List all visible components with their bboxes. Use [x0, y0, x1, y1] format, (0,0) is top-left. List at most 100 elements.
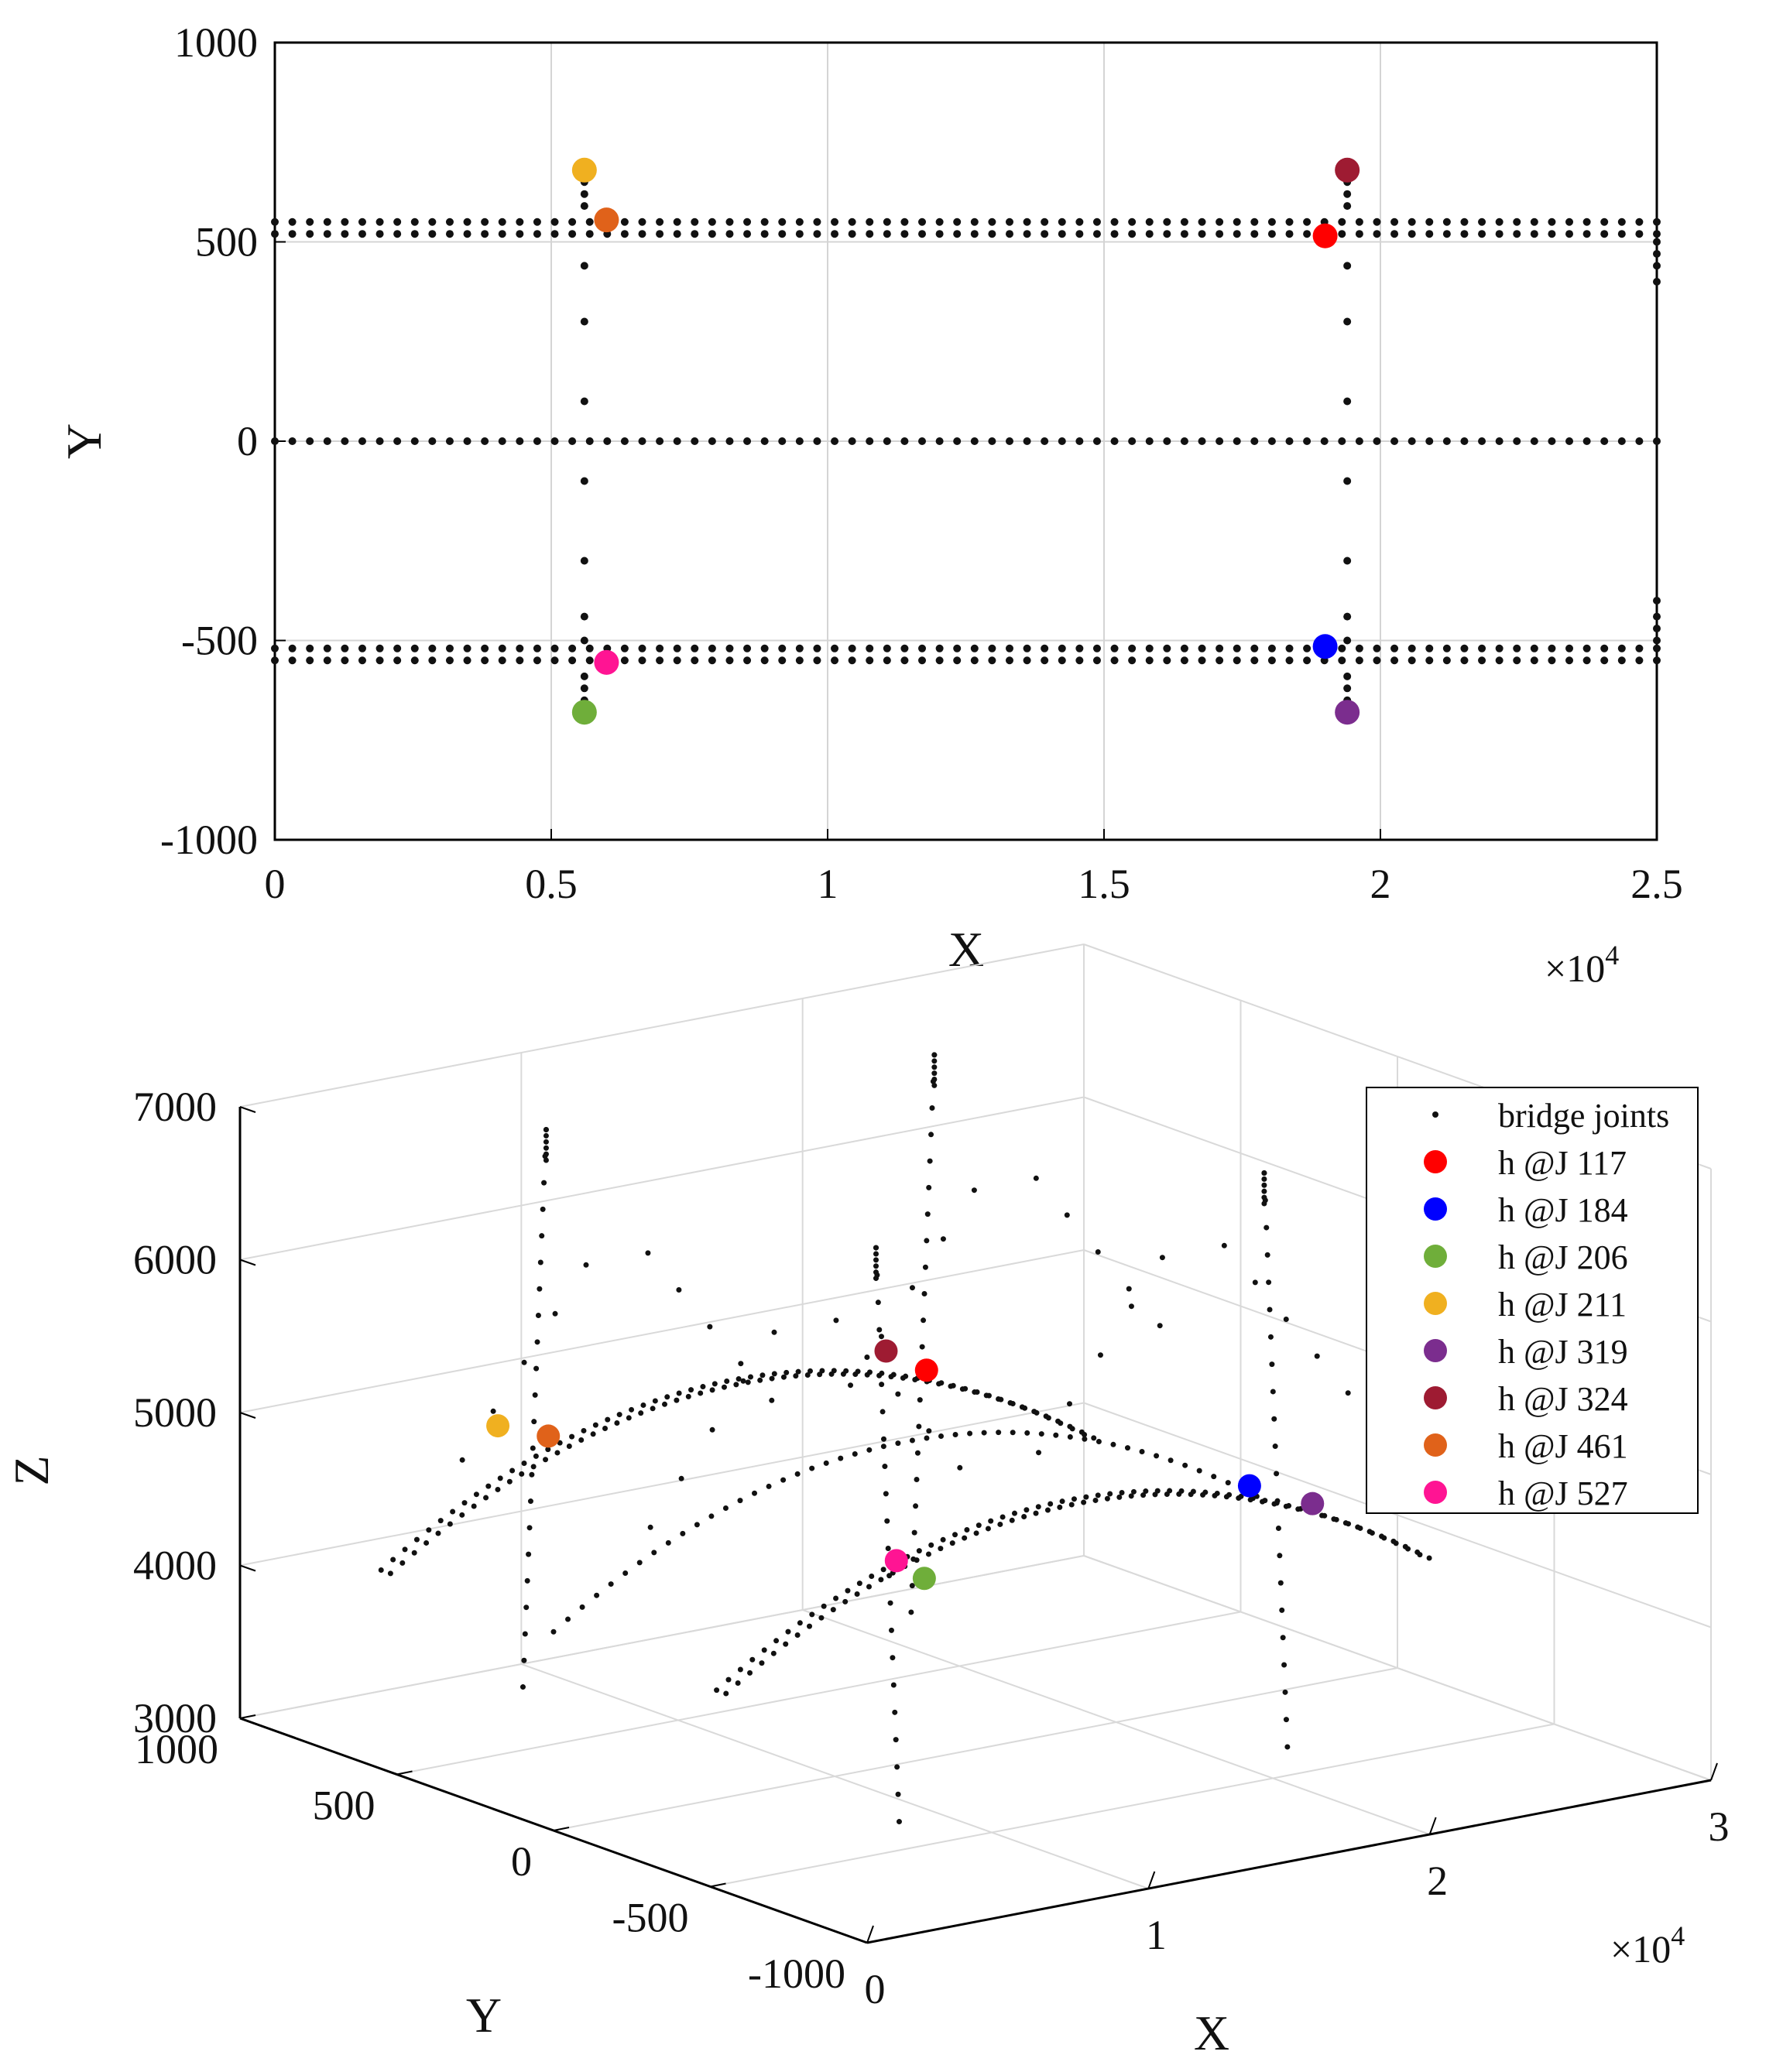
bridge-joint	[1285, 656, 1294, 665]
bridge-joint	[1408, 217, 1416, 226]
bridge-joint	[530, 1445, 536, 1451]
bridge-joint	[1425, 644, 1434, 652]
bridge-joint	[1284, 1744, 1291, 1750]
bridge-joint	[866, 1447, 873, 1453]
bridge-joint	[997, 1521, 1003, 1527]
bridge-joint	[602, 1425, 609, 1431]
bridge-joint	[445, 656, 454, 665]
bridge-joint	[1283, 1503, 1289, 1509]
bridge-joint	[1548, 437, 1556, 445]
bridge-joint	[743, 644, 752, 652]
bridge-joint	[1343, 397, 1352, 406]
bridge-joint	[1513, 437, 1521, 445]
bridge-joint	[970, 437, 979, 445]
bridge-joint	[935, 230, 944, 238]
bridge-joint	[1250, 656, 1259, 665]
bridge-joint	[288, 644, 297, 652]
bridge-joint	[882, 1464, 888, 1470]
plan-y-tick-label: 0	[237, 418, 258, 464]
bridge-joint	[1233, 656, 1241, 665]
bridge-joint	[1252, 1279, 1258, 1286]
bridge-joint	[725, 656, 734, 665]
bridge-joint	[578, 1437, 585, 1443]
bridge-joint	[435, 1530, 441, 1536]
bridge-joint	[543, 1127, 549, 1133]
bridge-joint	[883, 644, 891, 652]
bridge-joint	[1653, 278, 1661, 286]
bridge-joint	[1530, 437, 1538, 445]
bridge-joint	[638, 1410, 644, 1416]
bridge-joint	[463, 230, 471, 238]
bridge-joint	[1282, 1689, 1288, 1695]
bridge-joint	[656, 656, 664, 665]
3d-highlight-J319	[1301, 1491, 1325, 1515]
3d-y-tick-label: 500	[313, 1783, 375, 1829]
bridge-joint	[1280, 1635, 1286, 1641]
3d-highlight-J211	[486, 1414, 510, 1438]
bridge-joint	[757, 1377, 763, 1383]
bridge-joint	[971, 1187, 977, 1194]
bridge-joint	[1495, 217, 1504, 226]
bridge-joint	[880, 1444, 886, 1450]
bridge-joint	[534, 1339, 540, 1345]
bridge-joint	[428, 217, 437, 226]
bridge-joint	[638, 217, 646, 226]
bridge-joint	[724, 1378, 730, 1385]
bridge-joint	[911, 1529, 917, 1536]
bridge-joint	[271, 656, 279, 665]
3d-y-tick	[866, 1939, 883, 1944]
bridge-joint	[580, 262, 588, 270]
bridge-joint	[929, 1105, 935, 1111]
bridge-joint	[708, 1513, 715, 1519]
bridge-joint	[737, 1666, 743, 1673]
plan-x-tick-label: 1	[818, 861, 838, 907]
bridge-joint	[893, 1737, 899, 1743]
bridge-joint	[1176, 1491, 1182, 1497]
bridge-joint	[640, 1402, 646, 1408]
bridge-joint	[1408, 230, 1416, 238]
bridge-joint	[554, 1450, 561, 1456]
bridge-joint	[445, 644, 454, 652]
bridge-joint	[661, 1401, 667, 1407]
bridge-joint	[1495, 656, 1504, 665]
bridge-joint	[540, 1206, 546, 1212]
bridge-joint	[957, 1464, 963, 1471]
bridge-joint	[745, 1379, 751, 1385]
bridge-joint	[498, 230, 506, 238]
bridge-joint	[1513, 656, 1521, 665]
bridge-joint	[428, 230, 437, 238]
bridge-joint	[759, 1372, 766, 1378]
bridge-joint	[848, 437, 856, 445]
bridge-joint	[735, 1376, 742, 1382]
bridge-joint	[1565, 437, 1574, 445]
bridge-joint	[880, 1567, 886, 1573]
bridge-joint	[813, 217, 821, 226]
bridge-joint	[931, 1058, 938, 1064]
bridge-joint	[879, 1409, 886, 1415]
bridge-joint	[1011, 1510, 1017, 1516]
bridge-joint	[1058, 644, 1066, 652]
bridge-joint	[743, 656, 752, 665]
bridge-joint	[375, 230, 384, 238]
bridge-joint	[531, 1419, 537, 1425]
bridge-joint	[523, 1605, 530, 1611]
bridge-joint	[358, 217, 366, 226]
legend-label-J461: h @J 461	[1498, 1427, 1628, 1465]
bridge-joint	[1023, 656, 1031, 665]
bridge-joint	[1338, 230, 1346, 238]
bridge-joint	[323, 217, 331, 226]
plan-x-tick-label: 1.5	[1078, 861, 1130, 907]
plan-x-tick-label: 2.5	[1630, 861, 1683, 907]
bridge-joint	[785, 1628, 791, 1635]
bridge-joint	[967, 1430, 973, 1437]
bridge-joint	[614, 1420, 620, 1426]
bridge-joint	[676, 1390, 682, 1396]
bridge-joint	[402, 1546, 408, 1553]
bridge-joint	[1425, 217, 1434, 226]
3d-grid-line	[239, 944, 1085, 1108]
bridge-joint	[879, 1334, 884, 1340]
bridge-joint	[988, 437, 996, 445]
3d-x-tick	[1428, 1817, 1437, 1835]
bridge-joint	[1390, 644, 1399, 652]
bridge-joint	[747, 1670, 753, 1676]
